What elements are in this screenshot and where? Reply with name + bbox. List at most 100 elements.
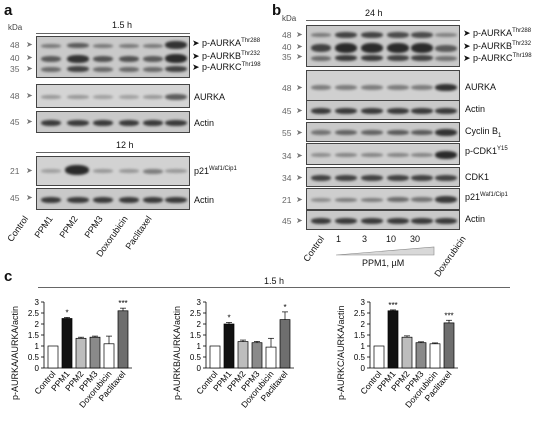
mw-34: 34 [282, 151, 292, 161]
panel-a-kda: kDa [8, 23, 23, 32]
mw-48: 48 [10, 91, 20, 101]
mw-40: 40 [282, 42, 292, 52]
significance-label: *** [388, 301, 397, 310]
blot-b-phospho-aurk [306, 25, 460, 67]
mw-45: 45 [282, 106, 292, 116]
y-tick-label: 1 [35, 342, 40, 351]
panel-a-time-line [36, 33, 190, 34]
blot-b-actin-bottom [306, 210, 460, 230]
y-tick-label: 2.5 [190, 309, 202, 318]
panel-label-a: a [4, 2, 13, 19]
blot-b-actin-top [306, 100, 460, 120]
mw-arrow-icon: ➤ [26, 193, 33, 202]
panel-c-time-line [38, 287, 510, 288]
mw-21: 21 [10, 166, 20, 176]
mw-34: 34 [282, 173, 292, 183]
blot-b-p21 [306, 188, 460, 210]
label-b-actin: Actin [465, 104, 486, 114]
y-tick-label: 2 [197, 320, 202, 329]
panel-label-c: c [4, 268, 13, 285]
mw-arrow-icon: ➤ [296, 128, 303, 137]
lane-label: 3 [362, 234, 368, 244]
mw-48: 48 [10, 40, 20, 50]
bar [415, 342, 427, 369]
label-cdk1: CDK1 [465, 172, 490, 182]
label-p-aurkb: ➤ p-AURKBThr232 [192, 51, 261, 61]
panel-b-time: 24 h [365, 8, 383, 18]
bar [209, 345, 221, 369]
panel-b-time-line [306, 20, 460, 21]
significance-label: *** [444, 311, 453, 320]
blot-a-actin-top [36, 111, 190, 133]
y-tick-label: 2 [35, 320, 40, 329]
y-tick-label: 2.5 [28, 309, 40, 318]
label-cyclin-b1: Cyclin B1 [465, 126, 502, 139]
lane-label: 1 [336, 234, 342, 244]
label-actin: Actin [194, 118, 215, 128]
y-tick-label: 0 [35, 364, 40, 373]
mw-arrow-icon: ➤ [26, 40, 33, 49]
bar [265, 346, 277, 369]
y-tick-label: 1 [197, 342, 202, 351]
panel-label-b: b [272, 2, 282, 19]
mw-40: 40 [10, 53, 20, 63]
blot-b-cyclin-b1 [306, 122, 460, 142]
chart-2-ylabel: p-AURKB/AURKA/actin [172, 305, 182, 400]
y-tick-label: 0.5 [28, 353, 40, 362]
gradient-label: PPM1, µM [362, 258, 405, 268]
mw-48: 48 [282, 83, 292, 93]
panel-a-time-bottom: 12 h [116, 140, 134, 150]
bar [387, 310, 399, 369]
bar [75, 337, 87, 369]
mw-48: 48 [282, 30, 292, 40]
mw-arrow-icon: ➤ [26, 166, 33, 175]
mw-arrow-icon: ➤ [26, 64, 33, 73]
lane-label: 30 [410, 234, 421, 244]
bar [429, 343, 441, 369]
panel-c-time: 1.5 h [264, 276, 285, 286]
mw-35: 35 [282, 52, 292, 62]
label-b-actin: Actin [465, 214, 486, 224]
bar [117, 310, 129, 369]
label-b-p-aurkb: ➤ p-AURKBThr232 [463, 41, 532, 51]
chart-p-aurka: 00.511.522.53Control*PPM1PPM2PPM3Doxorub… [28, 298, 132, 410]
y-tick-label: 1.5 [354, 331, 366, 340]
blot-a-p21 [36, 156, 190, 186]
lane-label: Control [5, 214, 31, 244]
mw-arrow-icon: ➤ [296, 42, 303, 51]
mw-arrow-icon: ➤ [296, 195, 303, 204]
bar [251, 342, 263, 369]
chart-3-ylabel: p-AURKC/AURKA/actin [336, 305, 346, 400]
bar [47, 345, 59, 369]
mw-45: 45 [10, 193, 20, 203]
concentration-gradient-wedge [336, 246, 435, 256]
blot-a-aurka [36, 84, 190, 108]
chart-p-aurkb: 00.511.522.53Control*PPM1PPM2PPM3Doxorub… [190, 298, 294, 410]
blot-b-cdk1 [306, 167, 460, 187]
label-b-p-aurkc: ➤ p-AURKCThr198 [463, 53, 532, 63]
lane-label: PPM3 [82, 214, 106, 240]
mw-arrow-icon: ➤ [26, 53, 33, 62]
blot-a-actin-bottom [36, 188, 190, 210]
significance-label: * [283, 303, 286, 312]
mw-arrow-icon: ➤ [296, 173, 303, 182]
blot-a-phospho-aurk [36, 36, 190, 78]
panel-a-time-line-bottom [36, 152, 190, 153]
y-tick-label: 3 [361, 298, 366, 307]
lane-label: Doxorubicin [432, 234, 469, 279]
mw-45: 45 [10, 117, 20, 127]
significance-label: * [65, 308, 68, 317]
mw-45: 45 [282, 216, 292, 226]
bar [89, 336, 101, 369]
label-b-p-aurka: ➤ p-AURKAThr288 [463, 28, 532, 38]
blot-b-aurka [306, 70, 460, 102]
lane-label: 10 [386, 234, 397, 244]
mw-arrow-icon: ➤ [26, 91, 33, 100]
y-tick-label: 0 [197, 364, 202, 373]
y-tick-label: 1.5 [28, 331, 40, 340]
lane-label: Control [301, 234, 327, 264]
label-p-cdk1: p-CDK1Y15 [465, 146, 508, 156]
mw-arrow-icon: ➤ [26, 117, 33, 126]
lane-label: PPM2 [57, 214, 81, 240]
y-tick-label: 2 [361, 320, 366, 329]
